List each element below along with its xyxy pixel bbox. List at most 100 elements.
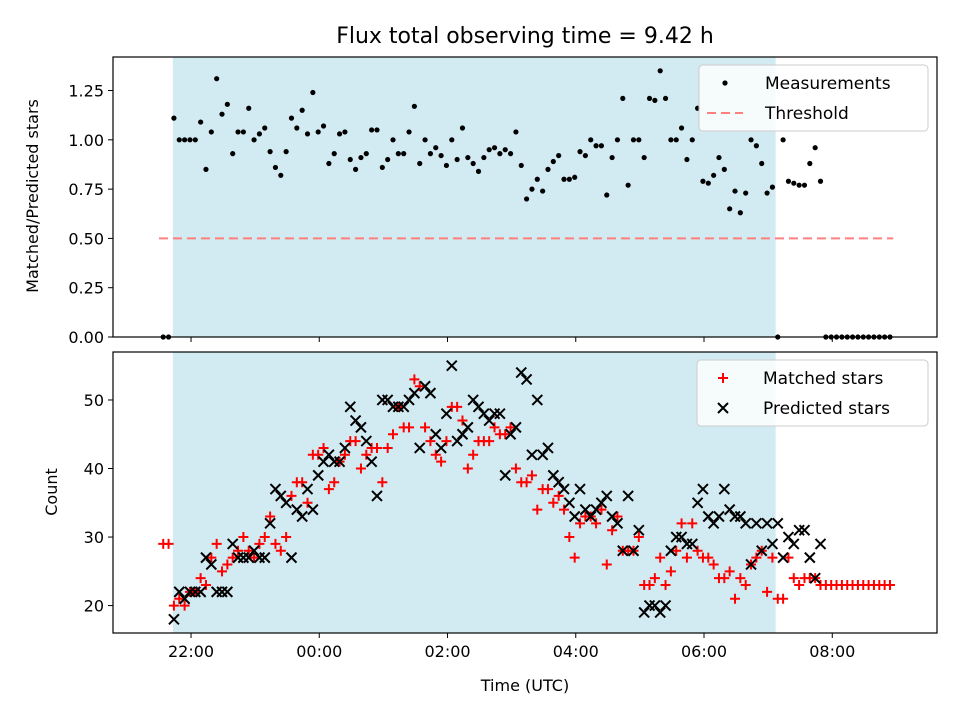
matched-star-marker (243, 545, 254, 556)
matched-star-marker (649, 573, 660, 584)
measurement-point (203, 166, 209, 172)
measurement-point (785, 178, 792, 184)
top-panel-y-axis-label: Matched/Predicted stars (23, 99, 42, 293)
measurement-point (550, 158, 556, 165)
matched-star-marker (708, 559, 719, 570)
matched-star-marker (521, 477, 532, 488)
matched-star-marker (323, 484, 334, 495)
predicted-star-marker (782, 531, 795, 543)
matched-star-marker (163, 538, 174, 549)
predicted-star-marker (291, 503, 303, 516)
matched-star-marker (414, 381, 425, 392)
matched-star-marker (355, 463, 366, 474)
predicted-star-marker (622, 490, 634, 502)
measurement-point (251, 137, 257, 143)
measurement-point (449, 137, 455, 143)
matched-star-marker (302, 497, 313, 508)
measurement-point (224, 101, 230, 107)
predicted-star-marker (713, 510, 725, 523)
measurement-point (743, 190, 749, 196)
predicted-star-marker (809, 572, 821, 584)
matched-star-marker (676, 518, 687, 529)
matched-star-marker (174, 593, 185, 604)
measurement-point (764, 190, 770, 196)
matched-star-marker (206, 552, 217, 563)
predicted-star-marker (745, 558, 757, 571)
matched-star-marker (703, 552, 714, 563)
matched-star-marker (532, 504, 543, 515)
matched-star-marker (489, 422, 500, 433)
measurement-point (604, 192, 610, 198)
measurement-point (240, 129, 246, 135)
measurement-point (817, 178, 824, 184)
predicted-star-marker (194, 586, 207, 598)
matched-star-marker (329, 477, 340, 488)
predicted-star-marker (301, 483, 314, 495)
predicted-star-marker (520, 373, 533, 386)
measurement-point (454, 156, 460, 163)
matched-star-marker (195, 573, 206, 584)
measurement-point (630, 137, 637, 143)
top-y-tick-label: 0.50 (68, 229, 104, 248)
matched-star-marker (794, 580, 805, 591)
measurement-point (187, 137, 193, 143)
predicted-star-marker (510, 421, 522, 434)
matched-star-marker (425, 436, 436, 447)
measurement-point (417, 160, 423, 167)
predicted-star-marker (226, 538, 239, 550)
predicted-star-marker (585, 510, 597, 523)
matched-star-marker (297, 477, 308, 488)
predicted-star-marker (259, 551, 271, 564)
measurement-point (711, 172, 717, 178)
measurement-point (716, 154, 722, 161)
measurement-point (422, 137, 428, 143)
measurement-point (491, 145, 498, 151)
predicted-star-marker (360, 435, 372, 447)
measurement-point (780, 137, 786, 143)
measurement-point (326, 160, 332, 167)
predicted-star-marker (285, 551, 298, 564)
predicted-star-marker (723, 503, 736, 516)
matched-star-marker (371, 442, 382, 453)
measurement-point (614, 137, 621, 143)
bottom-panel-y-axis-label: Count (42, 468, 61, 516)
predicted-star-marker (504, 428, 517, 440)
bottom-y-tick-label: 20 (84, 597, 104, 616)
measurement-point (705, 180, 711, 186)
matched-star-marker (575, 518, 586, 529)
measurement-point (812, 145, 818, 151)
measurement-point (342, 129, 348, 135)
x-tick-label: 06:00 (681, 642, 727, 661)
measurement-point (470, 160, 476, 167)
predicted-star-marker (563, 497, 576, 509)
matched-star-marker (660, 580, 671, 591)
measurement-point (540, 188, 546, 194)
predicted-star-marker (601, 490, 613, 502)
matched-star-marker (227, 552, 238, 563)
matched-star-marker (751, 552, 762, 563)
predicted-star-marker (702, 510, 714, 523)
predicted-star-marker (248, 545, 260, 557)
measurement-point (230, 151, 236, 157)
bottom-panel-legend: Matched stars Predicted stars (696, 359, 929, 427)
top-panel-legend: Measurements Threshold (698, 64, 929, 132)
predicted-star-marker (446, 359, 458, 372)
predicted-star-marker (168, 613, 180, 626)
top-y-tick-label: 0.25 (68, 279, 104, 298)
measurement-point (283, 149, 289, 155)
matched-star-marker (526, 470, 537, 481)
predicted-star-marker (654, 606, 666, 619)
predicted-star-marker (633, 524, 645, 536)
matched-star-marker (377, 477, 388, 488)
x-tick-label: 02:00 (424, 642, 470, 661)
measurement-point (796, 182, 802, 188)
measurement-point (518, 162, 524, 169)
predicted-star-marker (691, 497, 704, 509)
legend-label: Predicted stars (763, 399, 890, 419)
measurement-point (721, 166, 727, 172)
matched-star-marker (644, 580, 655, 591)
measurement-point (572, 174, 578, 180)
matched-star-marker (553, 490, 564, 501)
measurement-point (646, 95, 653, 102)
measurement-point (272, 164, 279, 171)
